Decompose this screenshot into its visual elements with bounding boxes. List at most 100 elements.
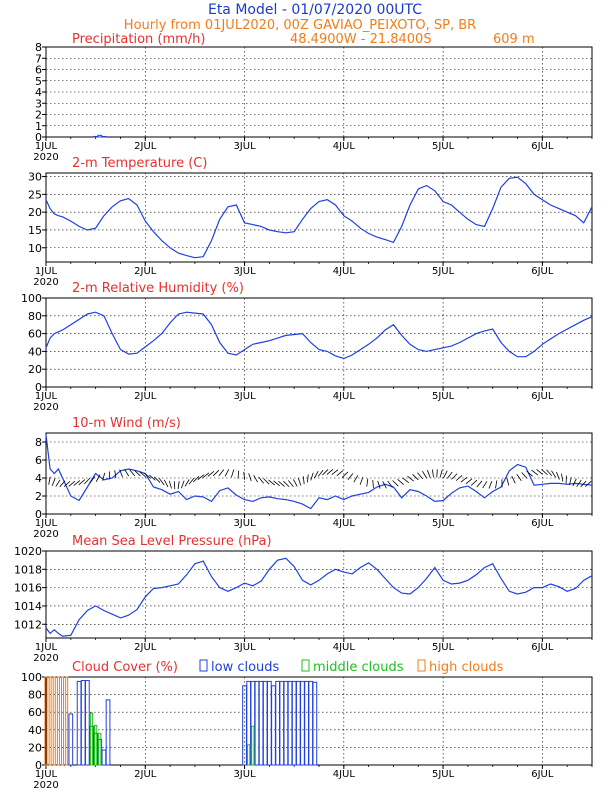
wind-vector xyxy=(59,480,66,488)
precip-xtick-label: 6JUL xyxy=(531,141,554,152)
temp-xtick-label: 2JUL xyxy=(134,266,157,277)
wind-vector xyxy=(114,470,117,479)
wind-vector xyxy=(307,474,309,483)
mslp-ytick-label: 1012 xyxy=(14,618,42,631)
cloud-ytick-label: 60 xyxy=(28,706,42,719)
rh-xtick-label: 2JUL xyxy=(134,391,157,402)
wind-vector xyxy=(68,480,76,487)
mslp-xtick-label: 2JUL xyxy=(134,642,157,653)
wind-vector xyxy=(580,480,587,488)
cloud-ytick-label: 80 xyxy=(28,689,42,702)
wind-vector xyxy=(253,475,258,483)
high-clouds-bar xyxy=(56,676,60,766)
rh-ytick-label: 20 xyxy=(28,363,42,376)
low-clouds-bar xyxy=(279,680,285,766)
wind-xtick-label: 3JUL xyxy=(233,518,256,529)
wind-vector xyxy=(412,474,419,481)
wind-vector xyxy=(402,477,410,484)
wind-vector xyxy=(531,469,539,476)
cloud-panel: 0 20 40 60 80 100 1JUL2020 2JUL 3JUL 4JUL 5JUL 6JUL… xyxy=(21,659,593,791)
wind-vector xyxy=(248,473,252,482)
low-clouds-bar xyxy=(283,680,289,766)
precip-ytick-label: 8 xyxy=(35,41,42,54)
wind-panel: 0 2 4 6 8 1JUL2020 2JUL 3JUL 4JUL 5JUL 6JUL 10-m Wi… xyxy=(33,416,593,540)
legend-label: middle clouds xyxy=(313,660,404,675)
wind-xtick-label: 1JUL xyxy=(35,518,58,529)
chart-subtitle: Hourly from 01JUL2020, 00Z GAVIAO_PEIXOT… xyxy=(124,18,476,33)
temp-year-label: 2020 xyxy=(33,277,58,288)
wind-vector xyxy=(443,470,448,478)
rh-ytick-label: 80 xyxy=(28,310,42,323)
rh-xtick-label: 4JUL xyxy=(333,391,356,402)
wind-vector xyxy=(181,480,185,489)
high-clouds-bar xyxy=(52,676,56,766)
middle-clouds-bar xyxy=(94,724,98,766)
rh-ytick-label: 60 xyxy=(28,328,42,341)
low-clouds-bar xyxy=(308,680,314,766)
wind-vector xyxy=(293,479,298,487)
legend-swatch xyxy=(301,659,310,672)
low-clouds-bar xyxy=(291,680,297,766)
low-clouds-bar xyxy=(275,680,280,766)
wind-vector xyxy=(584,480,592,487)
wind-vector xyxy=(288,480,294,488)
temp-panel: 10 15 20 25 30 1JUL2020 2JUL 3JUL 4JUL 5JUL 6JUL 2-… xyxy=(28,156,593,288)
wind-vector xyxy=(124,469,130,477)
mslp-year-label: 2020 xyxy=(33,653,58,664)
wind-vector xyxy=(516,474,522,481)
precip-ytick-label: 5 xyxy=(35,75,42,88)
rh-line xyxy=(45,311,593,360)
rh-ytick-label: 40 xyxy=(28,345,42,358)
mslp-ytick-label: 1014 xyxy=(14,600,42,613)
wind-vector xyxy=(134,470,141,477)
temp-ytick-label: 25 xyxy=(28,188,42,201)
wind-vector xyxy=(177,481,180,490)
wind-vector xyxy=(382,481,387,489)
wind-vector xyxy=(73,480,81,486)
rh-panel: 0 20 40 60 80 100 1JUL2020 2JUL 3JUL 4JUL 5JUL 6JUL… xyxy=(21,281,593,413)
wind-vector xyxy=(417,472,423,480)
precip-xtick-label: 4JUL xyxy=(333,141,356,152)
precip-ytick-label: 2 xyxy=(35,109,42,122)
wind-vector xyxy=(154,476,161,483)
precip-year-label: 2020 xyxy=(33,152,58,163)
low-clouds-bar xyxy=(267,680,272,766)
wind-vector xyxy=(78,479,86,486)
wind-vector xyxy=(258,476,264,484)
middle-clouds-bar xyxy=(251,725,255,766)
wind-vector xyxy=(84,477,91,485)
wind-vector xyxy=(426,469,431,478)
cloud-xtick-label: 4JUL xyxy=(333,769,356,780)
wind-vector xyxy=(231,469,235,478)
wind-vector xyxy=(95,474,101,482)
low-clouds-bar xyxy=(258,680,264,766)
wind-vector xyxy=(218,469,225,477)
wind-vector xyxy=(551,470,557,478)
cloud-ytick-label: 40 xyxy=(28,724,42,737)
precip-xtick-label: 1JUL xyxy=(35,141,58,152)
wind-vector xyxy=(377,480,381,489)
wind-vector xyxy=(63,480,71,487)
wind-vector xyxy=(302,476,305,485)
wind-vector xyxy=(317,469,324,477)
cloud-xtick-label: 2JUL xyxy=(134,769,157,780)
high-clouds-bar xyxy=(48,676,52,766)
temp-title: 2-m Temperature (C) xyxy=(72,156,207,171)
rh-xtick-label: 5JUL xyxy=(432,391,455,402)
cloud-year-label: 2020 xyxy=(33,780,58,791)
wind-vector xyxy=(372,479,374,489)
wind-frame xyxy=(45,432,593,515)
wind-year-label: 2020 xyxy=(33,529,58,540)
wind-vector xyxy=(192,476,200,483)
wind-vector xyxy=(51,478,56,487)
wind-vector xyxy=(159,478,165,486)
middle-clouds-bar xyxy=(247,744,251,766)
wind-vector xyxy=(392,480,399,487)
precip-bar xyxy=(93,135,98,138)
temp-ytick-label: 20 xyxy=(28,206,42,219)
cloud-xtick-label: 5JUL xyxy=(432,769,455,780)
cloud-xtick-label: 3JUL xyxy=(233,769,256,780)
wind-vector xyxy=(224,469,230,477)
